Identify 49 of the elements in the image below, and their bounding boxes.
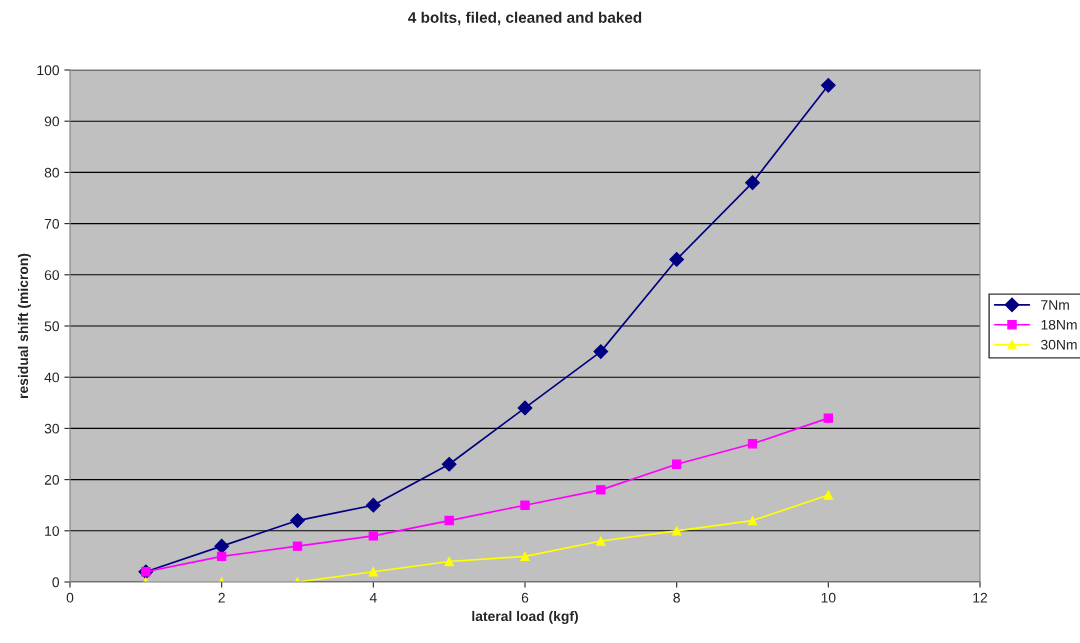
y-tick-label: 20: [44, 474, 60, 485]
x-tick-label: 10: [821, 592, 836, 603]
point: [444, 515, 454, 526]
x-tick-label: 12: [973, 592, 988, 603]
y-tick-label: 70: [44, 218, 60, 229]
x-tick-label: 8: [673, 592, 680, 603]
y-tick-label: 80: [44, 167, 60, 178]
legend-label: 18Nm: [1041, 319, 1077, 330]
x-axis-title: lateral load (kgf): [472, 610, 578, 624]
x-tick-label: 0: [66, 592, 74, 603]
y-tick-label: 50: [44, 321, 60, 332]
point: [292, 541, 303, 551]
point: [747, 439, 758, 449]
y-tick-label: 40: [44, 372, 60, 383]
point: [290, 513, 305, 528]
point: [596, 485, 606, 495]
x-tick-label: 6: [521, 592, 529, 603]
point: [214, 538, 230, 554]
y-tick-label: 10: [45, 526, 60, 536]
point: [745, 175, 760, 191]
point: [520, 551, 530, 562]
chart-title: 4 bolts, filed, cleaned and baked: [408, 11, 642, 26]
point: [520, 500, 530, 510]
y-tick-label: 90: [44, 116, 60, 127]
y-axis-title: residual shift (micron): [17, 253, 31, 399]
point: [517, 400, 533, 416]
point: [368, 531, 379, 541]
point: [216, 551, 227, 562]
legend-label: 7Nm: [1041, 300, 1069, 310]
legend-label: 30Nm: [1041, 339, 1077, 350]
point: [368, 567, 379, 577]
y-tick-label: 0: [52, 577, 60, 588]
y-tick-label: 30: [44, 423, 60, 434]
y-tick-label: 100: [37, 65, 60, 76]
x-tick-label: 2: [218, 592, 225, 603]
point: [671, 459, 682, 469]
point: [671, 526, 682, 536]
point: [441, 456, 457, 472]
point: [444, 556, 454, 567]
y-tick-label: 60: [44, 270, 60, 280]
point: [365, 497, 381, 513]
point: [747, 515, 758, 526]
point: [593, 344, 609, 359]
point: [823, 490, 834, 500]
point: [820, 77, 836, 93]
point: [596, 536, 606, 546]
point: [823, 413, 834, 423]
x-tick-label: 4: [369, 592, 377, 603]
point: [669, 252, 685, 267]
